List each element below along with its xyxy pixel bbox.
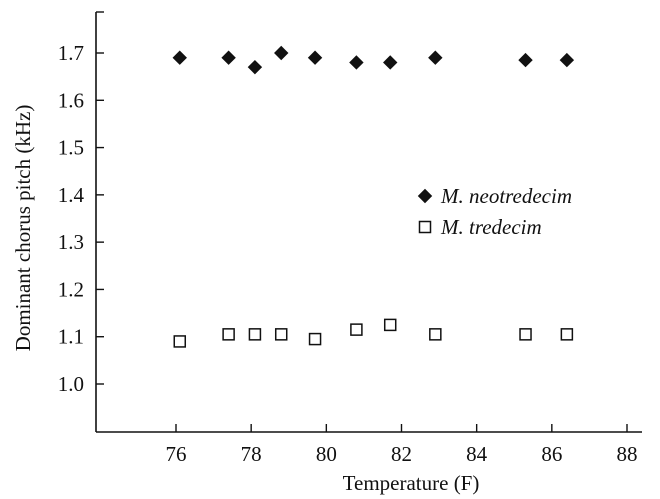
data-series — [172, 45, 575, 348]
data-point-diamond — [221, 50, 236, 65]
data-point-diamond — [383, 55, 398, 70]
axes — [95, 11, 642, 433]
x-tick-label: 84 — [466, 442, 488, 466]
data-point-square — [429, 328, 442, 341]
data-point-diamond — [307, 50, 323, 65]
data-point-square — [222, 328, 235, 341]
data-point-diamond — [428, 50, 443, 65]
data-point-diamond — [349, 55, 364, 70]
legend-marker-square — [418, 220, 432, 234]
legend-background — [413, 178, 639, 248]
data-point-square — [308, 332, 322, 346]
y-tick-label: 1.3 — [58, 230, 84, 254]
data-point-square — [248, 328, 262, 341]
data-point-square — [560, 328, 574, 341]
x-tick-label: 88 — [617, 442, 638, 466]
series-0 — [172, 45, 575, 75]
y-tick-label: 1.4 — [58, 183, 85, 207]
data-point-square — [350, 323, 363, 336]
x-ticks: 76 78 80 82 84 86 88 — [166, 424, 638, 466]
legend: M. neotredecim M. tredecim — [413, 178, 639, 248]
legend-label: M. neotredecim — [440, 184, 572, 208]
x-tick-label: 76 — [166, 442, 187, 466]
y-tick-label: 1.5 — [58, 136, 84, 160]
data-point-square — [383, 318, 397, 332]
data-point-diamond — [274, 45, 289, 61]
y-tick-label: 1.6 — [58, 88, 84, 112]
y-ticks: 1.0 1.1 1.2 1.3 1.4 1.5 1.6 1.7 — [58, 41, 104, 396]
data-point-square — [519, 328, 532, 341]
data-point-square — [173, 335, 187, 348]
data-point-square — [274, 328, 288, 341]
y-tick-label: 1.7 — [58, 41, 84, 65]
legend-marker-diamond — [417, 188, 433, 204]
x-tick-label: 78 — [241, 442, 262, 466]
data-point-diamond — [559, 52, 575, 68]
x-tick-label: 80 — [316, 442, 337, 466]
x-tick-label: 82 — [391, 442, 412, 466]
x-tick-label: 86 — [541, 442, 562, 466]
y-axis-title: Dominant chorus pitch (kHz) — [11, 105, 35, 352]
y-tick-label: 1.1 — [58, 325, 84, 349]
data-point-diamond — [518, 52, 533, 68]
y-tick-label: 1.0 — [58, 372, 84, 396]
series-1 — [173, 318, 574, 348]
data-point-diamond — [172, 50, 187, 65]
x-axis-title: Temperature (F) — [343, 471, 480, 495]
legend-label: M. tredecim — [440, 215, 542, 239]
data-point-diamond — [247, 59, 263, 75]
y-tick-label: 1.2 — [58, 277, 84, 301]
